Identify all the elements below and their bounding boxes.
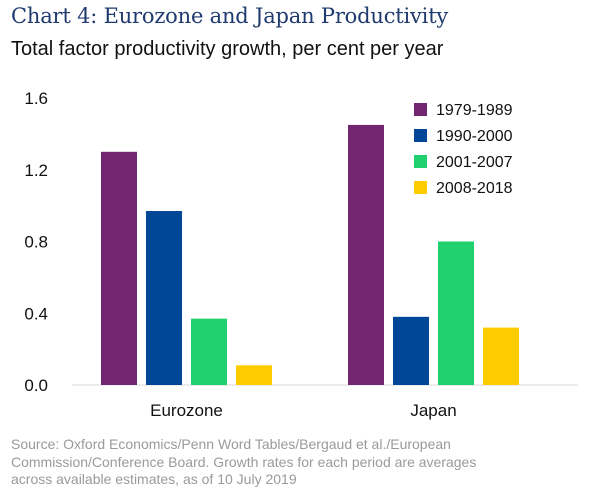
legend-swatch bbox=[414, 129, 427, 142]
chart-subtitle: Total factor productivity growth, per ce… bbox=[11, 38, 444, 60]
bars bbox=[101, 124, 519, 385]
source-note: Source: Oxford Economics/Penn Word Table… bbox=[11, 436, 581, 489]
bar-chart: 0.00.40.81.21.6 Eurozone Japan 1979-19891… bbox=[24, 89, 578, 420]
chart-title: Chart 4: Eurozone and Japan Productivity bbox=[11, 4, 449, 28]
bar-japan-1979-1989 bbox=[348, 124, 384, 385]
legend-label: 2008-2018 bbox=[436, 180, 513, 197]
y-tick-label: 0.8 bbox=[24, 233, 48, 252]
y-tick-label: 1.2 bbox=[24, 161, 48, 180]
y-axis: 0.0 0.4 0.8 1.2 1.6 bbox=[24, 89, 48, 395]
legend: 1979-1989 1990-2000 2001-2007 2008-2018 bbox=[414, 102, 513, 197]
bar-japan-2008-2018 bbox=[483, 327, 519, 385]
legend-label: 2001-2007 bbox=[436, 154, 513, 171]
bar-japan-1990-2000 bbox=[393, 316, 429, 385]
legend-label: 1990-2000 bbox=[436, 128, 513, 145]
bar-japan-2001-2007 bbox=[438, 241, 474, 385]
x-axis: Eurozone Japan bbox=[150, 401, 457, 420]
source-line: Source: Oxford Economics/Penn Word Table… bbox=[11, 436, 451, 452]
bar-eurozone-1979-1989 bbox=[101, 151, 137, 385]
bar-eurozone-2001-2007 bbox=[191, 318, 227, 385]
x-tick-label: Japan bbox=[410, 401, 456, 420]
y-tick-label: 0.4 bbox=[24, 304, 48, 323]
source-line: Commission/Conference Board. Growth rate… bbox=[11, 453, 477, 470]
x-tick-label: Eurozone bbox=[150, 401, 223, 420]
legend-swatch bbox=[414, 181, 427, 194]
y-tick-label: 0.0 bbox=[24, 376, 48, 395]
source-line: across available estimates, as of 10 Jul… bbox=[11, 471, 297, 487]
bar-eurozone-2008-2018 bbox=[236, 365, 272, 385]
legend-label: 1979-1989 bbox=[436, 102, 513, 119]
y-tick-label: 1.6 bbox=[24, 89, 48, 108]
bar-eurozone-1990-2000 bbox=[146, 211, 182, 385]
legend-swatch bbox=[414, 155, 427, 168]
legend-swatch bbox=[414, 103, 427, 116]
